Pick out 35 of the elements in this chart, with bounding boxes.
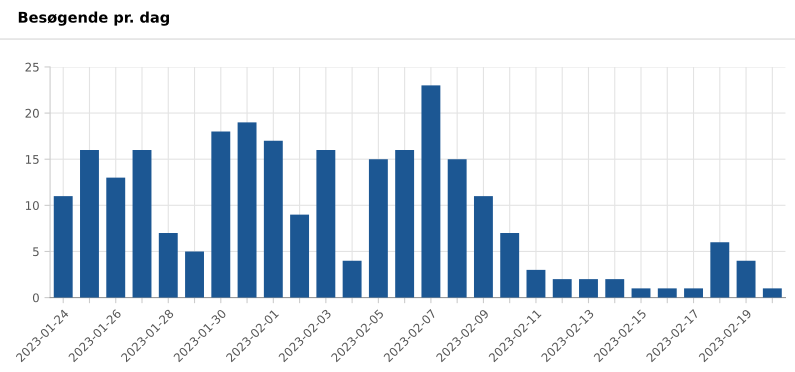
y-tick-label: 0 (32, 293, 39, 302)
bar (710, 242, 730, 298)
chart-title: Besøgende pr. dag (18, 11, 169, 26)
bar (316, 150, 336, 298)
bar (448, 159, 467, 298)
bar (395, 150, 414, 298)
bar (762, 288, 782, 298)
bar (368, 159, 388, 298)
bar (605, 279, 624, 298)
bar (264, 140, 283, 298)
bar (500, 233, 520, 298)
bar (80, 150, 99, 298)
bar (632, 288, 650, 298)
bar (158, 233, 178, 298)
bar (290, 214, 310, 298)
bar (238, 122, 257, 298)
bar (342, 260, 362, 298)
bar (54, 196, 73, 298)
bar (106, 178, 126, 298)
y-tick-label: 10 (26, 201, 39, 210)
bar (684, 288, 703, 298)
bar (526, 270, 546, 298)
y-tick-label: 5 (33, 247, 39, 256)
bar (658, 288, 677, 298)
bar (132, 150, 152, 298)
bar (736, 260, 756, 298)
y-tick-label: 15 (26, 155, 39, 164)
y-tick-label: 25 (26, 62, 39, 72)
bar (579, 279, 598, 298)
bar (211, 132, 230, 298)
y-tick-label: 20 (26, 108, 39, 118)
bar (474, 196, 493, 298)
bar (185, 251, 204, 298)
bar (552, 279, 572, 298)
bar (421, 85, 440, 298)
